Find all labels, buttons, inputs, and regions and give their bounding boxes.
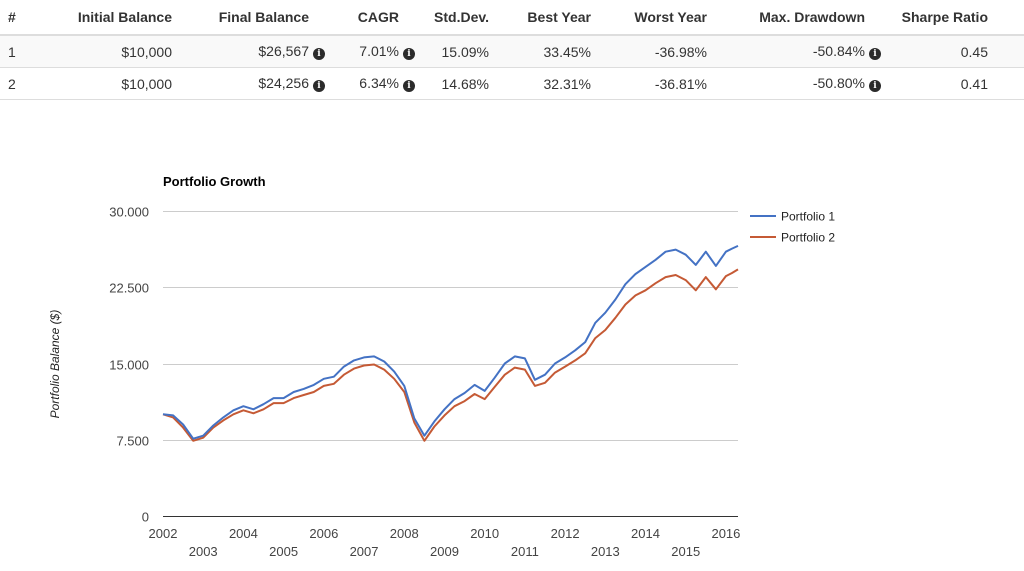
x-tick-label: 2010 xyxy=(470,526,499,541)
x-tick-label: 2012 xyxy=(551,526,580,541)
x-tick-label: 2006 xyxy=(309,526,338,541)
y-tick-label: 0 xyxy=(142,510,149,525)
x-tick-label: 2002 xyxy=(149,526,178,541)
x-tick-label: 2005 xyxy=(269,544,298,559)
series-lines xyxy=(163,246,738,441)
x-tick-label: 2015 xyxy=(671,544,700,559)
series-line-2 xyxy=(163,269,738,440)
chart-title: Portfolio Growth xyxy=(163,174,266,189)
x-tick-label: 2014 xyxy=(631,526,660,541)
x-tick-label: 2004 xyxy=(229,526,258,541)
grid-lines xyxy=(163,212,738,517)
x-tick-label: 2013 xyxy=(591,544,620,559)
legend: Portfolio 1 Portfolio 2 xyxy=(750,210,835,245)
x-tick-label: 2008 xyxy=(390,526,419,541)
legend-label: Portfolio 2 xyxy=(781,231,835,245)
x-tick-label: 2003 xyxy=(189,544,218,559)
y-tick-label: 15.000 xyxy=(109,358,149,373)
x-tick-label: 2016 xyxy=(711,526,740,541)
legend-label: Portfolio 1 xyxy=(781,210,835,224)
x-axis-tick-labels: 2002 2004 2006 2008 2010 2012 2014 2016 2003 2005… xyxy=(149,526,741,559)
x-tick-label: 2009 xyxy=(430,544,459,559)
x-tick-label: 2011 xyxy=(511,544,539,559)
y-tick-label: 30.000 xyxy=(109,205,149,220)
legend-item-1[interactable]: Portfolio 1 xyxy=(750,210,835,224)
y-axis-tick-labels: 0 7.500 15.000 22.500 30.000 xyxy=(109,205,149,525)
portfolio-growth-chart: Portfolio Growth 0 7.500 15.000 22.500 30.00… xyxy=(0,0,1024,571)
y-tick-label: 22.500 xyxy=(109,281,149,296)
y-axis-label: Portfolio Balance ($) xyxy=(48,310,62,419)
legend-item-2[interactable]: Portfolio 2 xyxy=(750,231,835,245)
y-tick-label: 7.500 xyxy=(116,434,149,449)
x-tick-label: 2007 xyxy=(350,544,379,559)
